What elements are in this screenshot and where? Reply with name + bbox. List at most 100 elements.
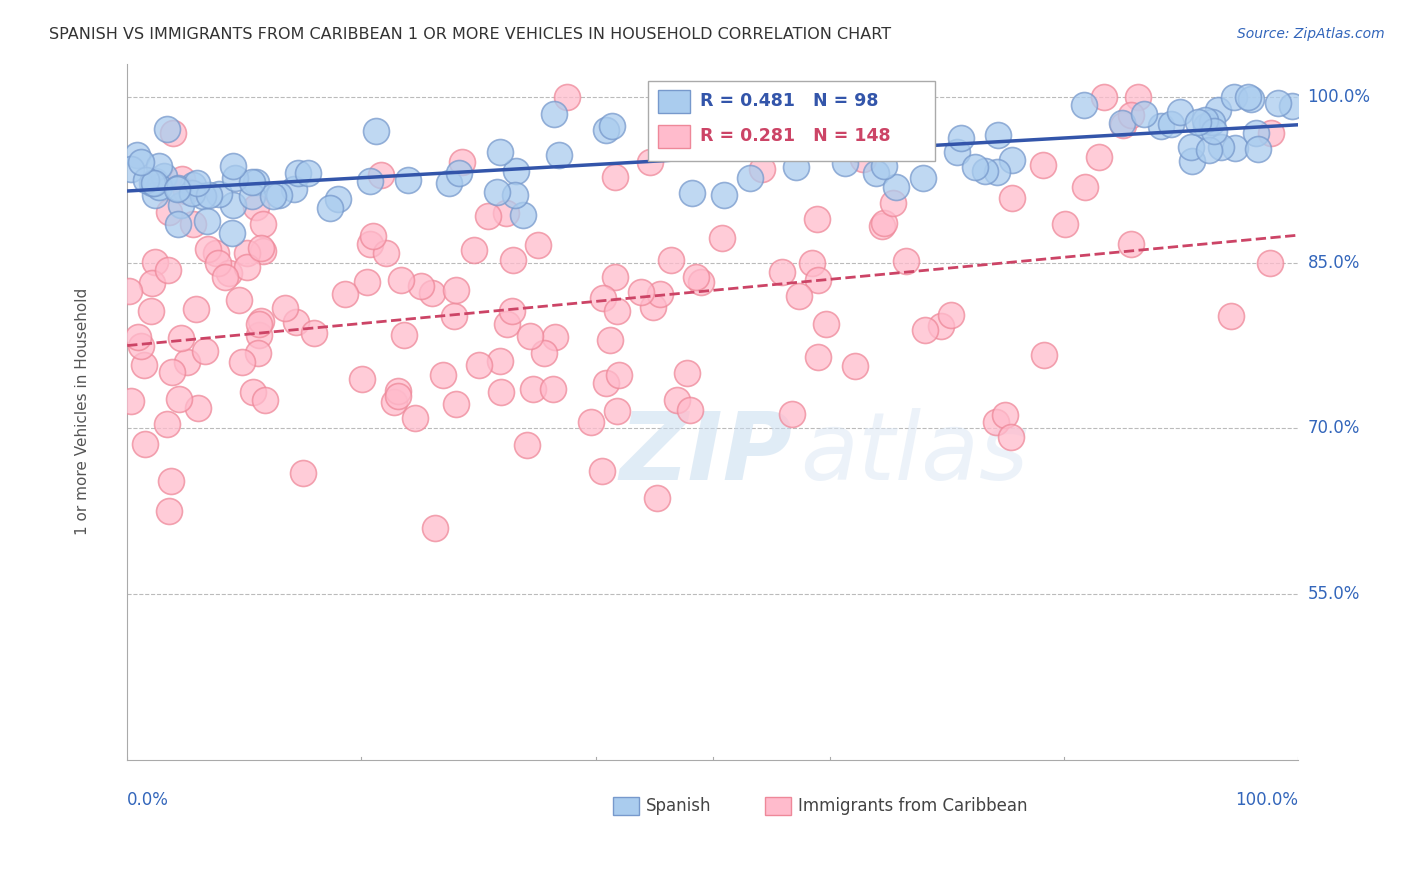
Point (467, 358, 489, 372)
Point (157, 205, 180, 219)
Point (1244, 126, 1267, 140)
Point (742, 90, 765, 104)
Point (547, 148, 569, 162)
Text: 100.0%: 100.0% (1236, 791, 1298, 809)
Point (986, 165, 1008, 179)
Point (437, 176, 460, 190)
Point (834, 155, 856, 169)
Point (186, 176, 208, 190)
Point (172, 171, 194, 186)
Point (1281, 99, 1303, 113)
Point (643, 300, 665, 314)
Point (679, 403, 702, 417)
Point (297, 166, 319, 180)
Point (929, 319, 952, 334)
Point (252, 217, 274, 231)
Point (994, 408, 1017, 422)
Point (242, 385, 264, 400)
Point (352, 372, 374, 386)
Text: 70.0%: 70.0% (1308, 419, 1360, 437)
Bar (613, 797, 638, 815)
Point (1194, 113, 1216, 128)
Point (132, 358, 155, 372)
Point (451, 154, 474, 169)
Point (1194, 119, 1216, 133)
Point (319, 201, 342, 215)
Point (852, 140, 875, 154)
Point (1111, 116, 1133, 130)
Point (595, 123, 617, 137)
Point (195, 214, 218, 228)
Point (222, 197, 245, 211)
Point (247, 328, 270, 343)
Point (502, 304, 524, 318)
Point (361, 228, 384, 243)
Point (1054, 217, 1077, 231)
Point (1132, 106, 1154, 120)
Point (156, 263, 179, 277)
Point (495, 206, 517, 220)
Point (1267, 95, 1289, 110)
Point (711, 231, 734, 245)
Point (713, 188, 735, 202)
Point (852, 152, 875, 166)
Text: 0.0%: 0.0% (127, 791, 169, 809)
Point (1150, 120, 1173, 134)
Point (1206, 103, 1229, 117)
Point (423, 520, 446, 534)
Point (120, 161, 142, 176)
Point (1074, 180, 1097, 194)
Point (141, 176, 163, 190)
Point (246, 346, 269, 360)
Point (489, 384, 512, 399)
Point (387, 384, 409, 399)
Point (396, 173, 419, 187)
Point (946, 145, 969, 159)
Point (489, 353, 512, 368)
Point (444, 397, 467, 411)
Text: R = 0.481   N = 98: R = 0.481 N = 98 (700, 92, 879, 110)
Point (865, 166, 887, 180)
Point (1260, 126, 1282, 140)
Point (1236, 90, 1258, 104)
Point (1088, 150, 1111, 164)
Point (801, 256, 824, 270)
Point (1247, 142, 1270, 156)
Point (176, 354, 198, 368)
Point (845, 141, 868, 155)
Text: Spanish: Spanish (645, 797, 711, 815)
Point (787, 289, 810, 303)
Text: Source: ZipAtlas.com: Source: ZipAtlas.com (1237, 27, 1385, 41)
Point (603, 169, 626, 184)
Point (1258, 255, 1281, 269)
Point (180, 186, 202, 200)
Point (284, 315, 307, 329)
Text: ZIP: ZIP (619, 408, 792, 500)
Point (283, 182, 305, 196)
Point (181, 217, 204, 231)
Point (1198, 143, 1220, 157)
Bar (765, 797, 792, 815)
Point (141, 276, 163, 290)
Point (599, 333, 621, 347)
Point (157, 504, 180, 518)
Point (973, 164, 995, 178)
Point (207, 256, 229, 270)
Point (160, 475, 183, 489)
Point (681, 186, 703, 201)
Point (443, 309, 465, 323)
Point (592, 291, 614, 305)
Point (1001, 153, 1024, 167)
Point (603, 270, 626, 285)
Point (814, 318, 837, 332)
Point (262, 188, 284, 202)
Point (245, 200, 267, 214)
Point (148, 159, 170, 173)
Point (194, 344, 217, 359)
Point (716, 95, 738, 110)
Point (1128, 90, 1150, 104)
Point (503, 187, 526, 202)
Point (127, 330, 149, 344)
Point (269, 188, 291, 202)
Point (231, 354, 253, 368)
